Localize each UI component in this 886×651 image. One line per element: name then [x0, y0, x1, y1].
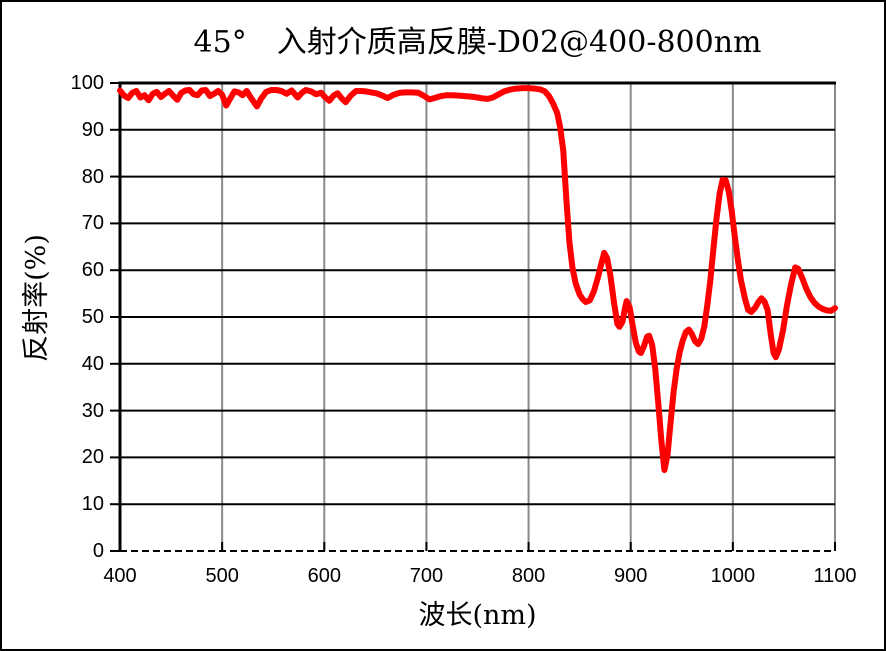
y-tick-label: 20: [81, 446, 104, 469]
x-tick-label: 900: [614, 565, 648, 587]
y-tick-label: 100: [70, 72, 104, 94]
x-tick-label: 500: [205, 565, 239, 587]
y-tick-label: 90: [81, 118, 104, 141]
y-tick-label: 40: [81, 352, 104, 375]
y-tick-label: 80: [81, 165, 104, 188]
x-tick-label: 800: [511, 565, 546, 587]
x-tick-label: 1100: [813, 565, 857, 587]
x-axis-label: 波长(nm): [418, 600, 537, 631]
y-tick-label: 60: [81, 259, 104, 282]
plot-area: [110, 81, 838, 552]
y-tick-label: 10: [81, 493, 104, 516]
reflectance-curve: [117, 85, 838, 473]
x-tick-label: 700: [409, 565, 444, 587]
y-tick-label: 0: [92, 540, 104, 562]
y-tick-label: 50: [81, 306, 104, 328]
x-tick-label: 600: [307, 565, 341, 587]
x-tick-label: 400: [103, 565, 137, 587]
x-tick-label: 1000: [710, 565, 756, 587]
y-tick-label: 70: [81, 212, 104, 235]
chart-title: 45° 入射介质高反膜-D02@400-800nm: [193, 25, 762, 60]
y-tick-label: 30: [81, 399, 104, 422]
